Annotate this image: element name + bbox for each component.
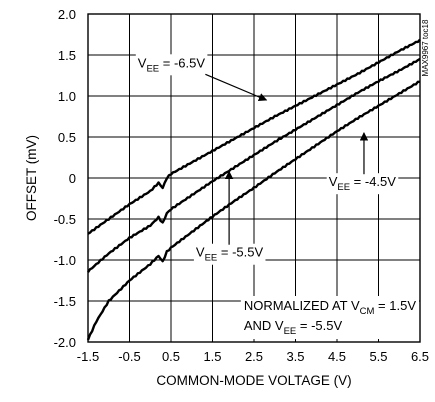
label-a65-subscript: EE [146, 63, 159, 74]
x-tick-label: -0.5 [118, 349, 140, 364]
x-tick-label: 3.5 [286, 349, 304, 364]
y-tick-label: 0 [69, 171, 76, 186]
label-a55-value: = -5.5V [217, 245, 263, 260]
label-background [193, 243, 266, 265]
x-tick-label: 1.5 [203, 349, 221, 364]
label-a65: VEE = -6.5V [138, 55, 206, 74]
y-axis-title: OFFSET (mV) [24, 135, 39, 221]
x-tick-label: 2.5 [245, 349, 263, 364]
note-line-2-main: AND V [244, 318, 284, 333]
y-tick-label: -1.5 [54, 294, 76, 309]
label-a65-value: = -6.5V [159, 55, 205, 70]
label-a55: VEE = -5.5V [196, 245, 264, 264]
note-line-2-value: = -5.5V [296, 318, 342, 333]
x-tick-label: 5.5 [369, 349, 387, 364]
label-background [326, 173, 399, 195]
label-background [135, 54, 208, 76]
label-a45-main: V [329, 174, 338, 189]
x-tick-label: 4.5 [328, 349, 346, 364]
y-tick-label: -0.5 [54, 212, 76, 227]
label-arrow [205, 73, 268, 102]
figure-id-watermark: MAX9967 toc18 [421, 19, 430, 76]
note-line-2-subscript: EE [284, 326, 297, 337]
label-a45-subscript: EE [337, 182, 350, 193]
series-line-vee_5_5 [87, 57, 421, 273]
label-a45: VEE = -4.5V [329, 174, 397, 193]
label-a55-subscript: EE [205, 253, 218, 264]
label-a45-value: = -4.5V [350, 174, 396, 189]
x-tick-label: 0.5 [162, 349, 180, 364]
y-tick-label: 1.0 [58, 89, 76, 104]
x-axis-title: COMMON-MODE VOLTAGE (V) [156, 373, 351, 388]
note-line-1: NORMALIZED AT VCM = 1.5V [244, 298, 416, 317]
note-line-1-subscript: CM [360, 306, 375, 317]
note-line-1-value: = 1.5V [374, 298, 416, 313]
note-line-1-main: NORMALIZED AT V [244, 298, 360, 313]
series-line-vee_6_5 [87, 38, 421, 235]
plot-frame [87, 13, 421, 343]
note-line-2: AND VEE = -5.5V [244, 318, 343, 337]
y-tick-label: 1.5 [58, 48, 76, 63]
note-background [240, 296, 419, 339]
series-line-vee_4_5 [86, 80, 421, 341]
y-tick-label: 2.0 [58, 7, 76, 22]
label-a65-main: V [138, 55, 147, 70]
series-lines [86, 38, 421, 341]
y-tick-label: 0.5 [58, 130, 76, 145]
tick-labels: -1.5 -0.5 0.5 1.5 2.5 3.5 4.5 5.5 6.5 2.0 1.5 1.0 0.… [54, 7, 429, 364]
x-tick-label: -1.5 [77, 349, 99, 364]
y-tick-label: -1.0 [54, 253, 76, 268]
x-tick-label: 6.5 [411, 349, 429, 364]
y-tick-label: -2.0 [54, 335, 76, 350]
label-a55-main: V [196, 245, 205, 260]
